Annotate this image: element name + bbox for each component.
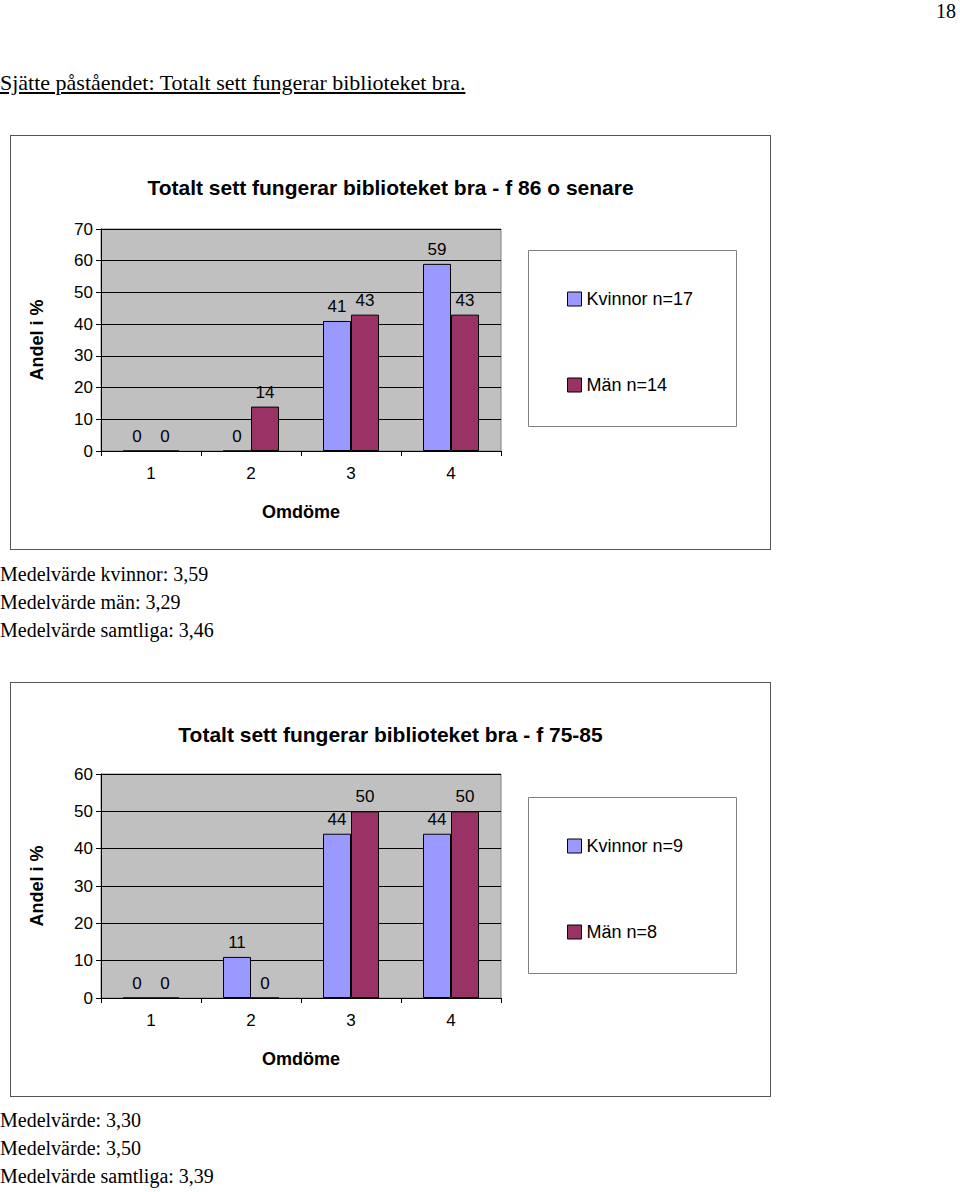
svg-text:60: 60 — [74, 251, 93, 270]
svg-text:2: 2 — [246, 1011, 255, 1030]
svg-text:59: 59 — [428, 240, 447, 259]
svg-text:0: 0 — [84, 989, 93, 1008]
svg-text:4: 4 — [446, 464, 455, 483]
html-text:Medelvärde samtliga: 3,39: Medelvärde samtliga: 3,39 — [0, 1165, 214, 1187]
svg-text:Omdöme: Omdöme — [262, 1049, 340, 1069]
svg-text:0: 0 — [160, 427, 169, 446]
svg-text:Omdöme: Omdöme — [262, 502, 340, 522]
svg-text:40: 40 — [74, 315, 93, 334]
svg-text:0: 0 — [160, 974, 169, 993]
svg-text:0: 0 — [84, 442, 93, 461]
svg-text:1: 1 — [146, 464, 155, 483]
html-text:Medelvärde män: 3,29: Medelvärde män: 3,29 — [0, 591, 181, 613]
svg-text:10: 10 — [74, 951, 93, 970]
svg-text:43: 43 — [356, 291, 375, 310]
svg-text:3: 3 — [346, 1011, 355, 1030]
svg-text:Män n=8: Män n=8 — [587, 922, 658, 942]
svg-text:44: 44 — [428, 810, 447, 829]
svg-text:43: 43 — [456, 291, 475, 310]
html-text:18: 18 — [936, 0, 956, 22]
svg-text:Totalt sett fungerar bibliotek: Totalt sett fungerar biblioteket bra - f… — [147, 176, 633, 199]
svg-text:20: 20 — [74, 914, 93, 933]
svg-text:50: 50 — [456, 787, 475, 806]
html-text:Sjätte påståendet: Totalt sett: Sjätte påståendet: Totalt sett fungerar … — [0, 70, 466, 95]
html-text:Medelvärde: 3,30: Medelvärde: 3,30 — [0, 1109, 142, 1131]
svg-text:30: 30 — [74, 877, 93, 896]
svg-text:41: 41 — [328, 297, 347, 316]
svg-text:0: 0 — [132, 974, 141, 993]
svg-text:70: 70 — [74, 220, 93, 239]
svg-text:Andel i %: Andel i % — [27, 299, 47, 380]
svg-text:60: 60 — [74, 765, 93, 784]
svg-text:2: 2 — [246, 464, 255, 483]
svg-text:3: 3 — [346, 464, 355, 483]
svg-text:1: 1 — [146, 1011, 155, 1030]
svg-text:10: 10 — [74, 410, 93, 429]
svg-text:0: 0 — [260, 974, 269, 993]
svg-text:0: 0 — [232, 427, 241, 446]
svg-text:Kvinnor n=17: Kvinnor n=17 — [587, 289, 694, 309]
html-text:Medelvärde samtliga: 3,46: Medelvärde samtliga: 3,46 — [0, 619, 214, 641]
svg-text:0: 0 — [132, 427, 141, 446]
html-text:Medelvärde: 3,50: Medelvärde: 3,50 — [0, 1137, 142, 1159]
svg-text:Totalt sett fungerar bibliotek: Totalt sett fungerar biblioteket bra - f… — [178, 723, 603, 746]
svg-text:44: 44 — [328, 810, 347, 829]
svg-text:50: 50 — [74, 283, 93, 302]
svg-text:50: 50 — [356, 787, 375, 806]
svg-text:40: 40 — [74, 839, 93, 858]
svg-text:11: 11 — [228, 933, 246, 952]
svg-text:Kvinnor n=9: Kvinnor n=9 — [587, 836, 684, 856]
svg-text:14: 14 — [256, 383, 275, 402]
svg-text:Andel i %: Andel i % — [27, 845, 47, 926]
svg-text:4: 4 — [446, 1011, 455, 1030]
svg-text:30: 30 — [74, 346, 93, 365]
svg-text:Män n=14: Män n=14 — [587, 375, 668, 395]
svg-text:20: 20 — [74, 378, 93, 397]
html-text:Medelvärde kvinnor: 3,59: Medelvärde kvinnor: 3,59 — [0, 563, 209, 585]
svg-text:50: 50 — [74, 802, 93, 821]
